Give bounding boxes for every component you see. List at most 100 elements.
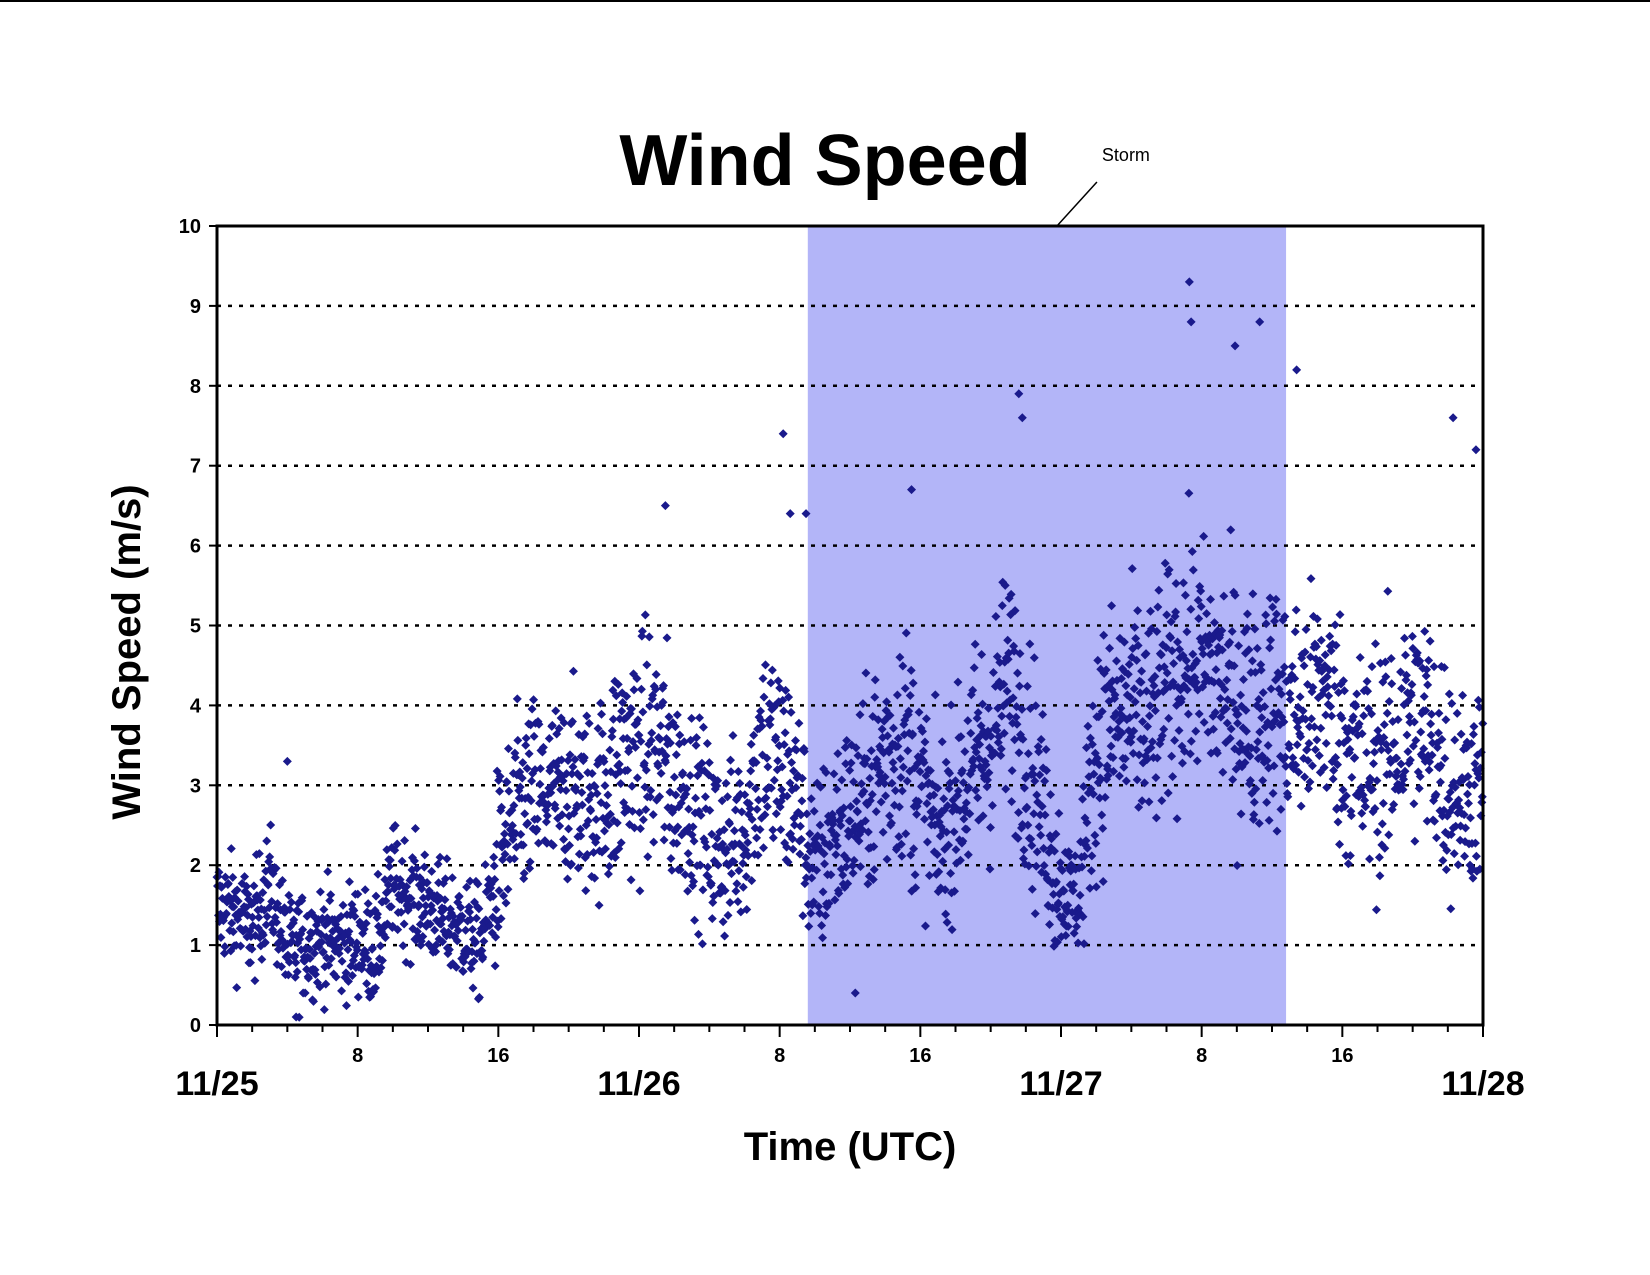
y-axis-title: Wind Speed (m/s)	[105, 484, 149, 819]
data-point	[1077, 862, 1087, 872]
data-point	[457, 911, 467, 921]
data-point	[1228, 697, 1238, 707]
data-point	[1012, 719, 1022, 729]
data-point	[1232, 860, 1242, 870]
data-point	[493, 922, 503, 932]
x-day-tick-label: 11/26	[597, 1065, 680, 1103]
data-point	[1280, 752, 1290, 762]
data-point	[778, 695, 788, 705]
data-point	[297, 893, 307, 903]
data-point	[1091, 882, 1101, 892]
data-point	[1040, 776, 1050, 786]
data-point	[513, 735, 523, 745]
data-point	[1398, 785, 1408, 795]
data-point	[627, 781, 637, 791]
data-point	[626, 875, 636, 885]
data-point	[258, 888, 268, 898]
data-point	[512, 694, 522, 704]
data-point	[1017, 413, 1027, 423]
data-point	[691, 740, 701, 750]
data-point	[1456, 729, 1466, 739]
data-point	[554, 724, 564, 734]
data-point	[821, 768, 831, 778]
data-point	[632, 673, 642, 683]
data-point	[824, 898, 834, 908]
data-point	[728, 731, 738, 741]
data-point	[593, 723, 603, 733]
data-point	[723, 792, 733, 802]
data-point	[393, 925, 403, 935]
data-point	[1119, 637, 1129, 647]
data-point	[1436, 760, 1446, 770]
data-point	[1003, 635, 1013, 645]
data-point	[1265, 593, 1275, 603]
data-point	[1135, 688, 1145, 698]
data-point	[765, 720, 775, 730]
data-point	[362, 979, 372, 989]
x-hour-tick-label: 8	[1196, 1045, 1207, 1067]
data-point	[1338, 785, 1348, 795]
data-point	[490, 874, 500, 884]
data-point	[786, 707, 796, 717]
data-point	[1028, 763, 1038, 773]
data-point	[1182, 685, 1192, 695]
data-point	[766, 678, 776, 688]
data-point	[1464, 798, 1474, 808]
data-point	[1035, 810, 1045, 820]
data-point	[718, 839, 728, 849]
data-point	[698, 885, 708, 895]
data-point	[1014, 808, 1024, 818]
data-point	[1230, 590, 1240, 600]
data-point	[776, 825, 786, 835]
data-point	[977, 649, 987, 659]
data-point	[286, 897, 296, 907]
data-point	[672, 838, 682, 848]
data-point	[550, 803, 560, 813]
data-point	[1357, 729, 1367, 739]
data-point	[1444, 689, 1454, 699]
data-point	[838, 870, 848, 880]
data-point	[1107, 601, 1117, 611]
data-point	[1263, 740, 1273, 750]
data-point	[1241, 726, 1251, 736]
x-day-tick-label: 11/25	[175, 1065, 258, 1103]
data-point	[1048, 889, 1058, 899]
data-point	[957, 766, 967, 776]
data-point	[1440, 753, 1450, 763]
data-point	[309, 948, 319, 958]
data-point	[1294, 767, 1304, 777]
data-point	[685, 771, 695, 781]
data-point	[1225, 637, 1235, 647]
data-point	[1354, 719, 1364, 729]
data-point	[1447, 699, 1457, 709]
data-point	[962, 824, 972, 834]
data-point	[752, 833, 762, 843]
data-point	[930, 690, 940, 700]
data-point	[646, 735, 656, 745]
data-point	[790, 820, 800, 830]
data-point	[1266, 635, 1276, 645]
data-point	[1309, 722, 1319, 732]
data-point	[603, 869, 613, 879]
data-point	[1393, 715, 1403, 725]
data-point	[1120, 754, 1130, 764]
data-point	[1242, 623, 1252, 633]
data-point	[576, 831, 586, 841]
data-point	[1088, 701, 1098, 711]
data-point	[396, 907, 406, 917]
data-point	[1003, 654, 1013, 664]
data-point	[999, 728, 1009, 738]
data-point	[505, 854, 515, 864]
data-point	[1015, 649, 1025, 659]
data-point	[1160, 558, 1170, 568]
data-point	[1454, 795, 1464, 805]
data-point	[1292, 740, 1302, 750]
data-point	[1285, 688, 1295, 698]
data-point	[317, 937, 327, 947]
data-point	[1435, 777, 1445, 787]
data-point	[896, 839, 906, 849]
data-point	[597, 729, 607, 739]
data-point	[371, 891, 381, 901]
data-point	[636, 736, 646, 746]
data-point	[304, 973, 314, 983]
